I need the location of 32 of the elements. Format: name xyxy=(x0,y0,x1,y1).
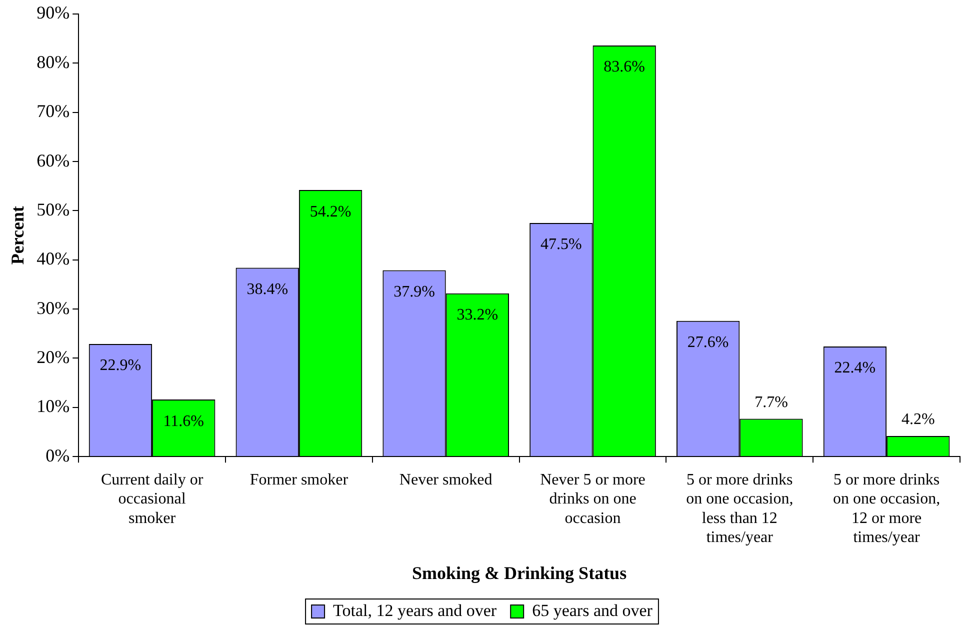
x-tick-label: Current daily or occasional smoker xyxy=(100,471,204,527)
data-label: 27.6% xyxy=(687,334,729,352)
x-tick-label: 5 or more drinks on one occasion, 12 or more times/year xyxy=(833,471,940,546)
data-label: 37.9% xyxy=(394,283,435,300)
data-label: 22.9% xyxy=(100,357,142,374)
y-tick-label: 90% xyxy=(36,2,70,23)
y-tick-label: 60% xyxy=(36,150,70,170)
x-tick-label: Never smoked xyxy=(399,471,492,488)
y-axis-title: Percent xyxy=(7,206,28,265)
data-label: 4.2% xyxy=(901,411,935,428)
y-tick-label: 40% xyxy=(36,248,70,269)
legend-label: Total, 12 years and over xyxy=(333,600,497,620)
y-tick-label: 80% xyxy=(36,52,70,72)
y-tick-label: 10% xyxy=(36,396,70,416)
data-label: 7.7% xyxy=(754,394,788,411)
x-tick-label: Never 5 or more drinks on one occasion xyxy=(540,471,646,527)
data-label: 47.5% xyxy=(540,236,582,254)
data-label: 83.6% xyxy=(604,58,645,76)
y-tick-label: 30% xyxy=(36,298,70,318)
data-label: 22.4% xyxy=(834,360,876,377)
x-tick-label: Former smoker xyxy=(250,471,349,488)
data-label: 33.2% xyxy=(456,306,498,324)
y-tick-label: 0% xyxy=(46,445,70,466)
data-label: 54.2% xyxy=(310,203,352,220)
x-tick-label: 5 or more drinks on one occasion, less than 12 times/year xyxy=(686,471,794,546)
legend-label: 65 years and over xyxy=(532,600,653,620)
x-axis-title: Smoking & Drinking Status xyxy=(412,562,627,583)
y-tick-label: 20% xyxy=(36,346,70,367)
y-tick-label: 70% xyxy=(36,101,70,122)
data-label: 38.4% xyxy=(246,280,288,298)
data-label: 11.6% xyxy=(163,412,204,430)
y-tick-label: 50% xyxy=(36,199,70,220)
